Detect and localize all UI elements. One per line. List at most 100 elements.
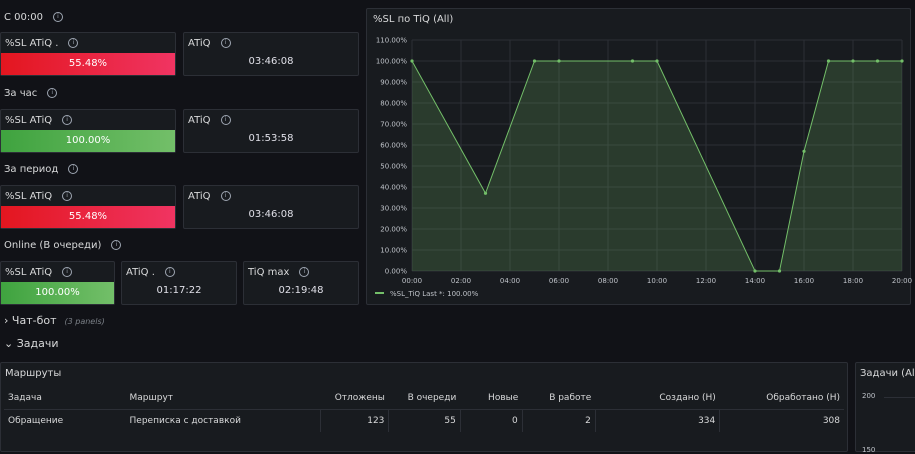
panel-title: %SL ATiQ i	[5, 267, 73, 278]
row-chatbot[interactable]: › Чат-бот (3 panels)	[4, 314, 105, 327]
stat-panel-sl-per-period: %SL ATiQ i 55.48%	[0, 185, 176, 229]
stat-panel-atiq-per-period: ATiQ i 03:46:08	[183, 185, 359, 229]
table-cell: 308	[822, 416, 840, 426]
panel-title: ATiQ i	[188, 38, 231, 49]
info-icon[interactable]: i	[62, 191, 73, 201]
stat-value: 03:46:08	[248, 56, 294, 67]
panel-title-text: ATiQ .	[126, 267, 155, 278]
stat-panel-sl-since-midnight: %SL ATiQ . i 55.48%	[0, 32, 176, 76]
panel-title-text: %SL ATiQ	[5, 191, 53, 202]
info-icon[interactable]: i	[220, 191, 231, 201]
x-tick-label: 06:00	[549, 277, 569, 285]
y-tick-label: 50.00%	[380, 163, 407, 171]
stat-panel-tiq-max-online: TiQ max i 02:19:48	[243, 261, 359, 305]
column-header[interactable]: Создано (Н)	[659, 393, 716, 403]
data-point	[483, 191, 488, 195]
grid-line	[884, 397, 915, 398]
x-tick-label: 14:00	[745, 277, 765, 285]
chevron-down-icon: ⌄	[4, 337, 14, 350]
info-icon[interactable]: i	[52, 12, 63, 22]
stat-value: 100.00%	[1, 282, 114, 304]
data-point	[655, 59, 659, 63]
info-icon[interactable]: i	[62, 115, 73, 125]
section-label: За час	[4, 88, 38, 99]
column-header[interactable]: Маршрут	[129, 393, 174, 403]
section-label: С 00:00	[4, 12, 43, 23]
data-point	[630, 59, 635, 63]
x-tick-label: 10:00	[647, 277, 667, 285]
legend-swatch	[375, 292, 384, 294]
info-icon[interactable]: i	[62, 267, 73, 277]
legend-label: %SL_TiQ Last *: 100.00%	[390, 290, 479, 298]
column-header[interactable]: Новые	[488, 393, 519, 403]
section-label: Online (В очереди)	[4, 240, 102, 251]
info-icon[interactable]: i	[299, 267, 310, 277]
chart-panel-title: %SL по TiQ (All)	[373, 14, 454, 25]
table-header-row: Задача Маршрут Отложены В очереди Новые …	[4, 387, 844, 410]
row-chatbot-label: Чат-бот	[11, 314, 57, 327]
y-tick-label: 80.00%	[380, 100, 407, 108]
x-tick-label: 08:00	[598, 277, 618, 285]
panel-title: ATiQ . i	[126, 267, 175, 278]
column-header[interactable]: Задача	[8, 393, 42, 403]
data-point	[532, 59, 537, 63]
section-online-title: Online (В очереди) i	[4, 240, 122, 251]
data-point	[875, 59, 880, 63]
x-tick-label: 18:00	[843, 277, 863, 285]
info-icon[interactable]: i	[164, 267, 175, 277]
info-icon[interactable]: i	[111, 240, 122, 250]
data-point	[557, 59, 561, 63]
data-point	[753, 269, 757, 273]
panel-title-text: %SL ATiQ	[5, 115, 53, 126]
y-tick-label: 30.00%	[380, 205, 407, 213]
info-icon[interactable]: i	[220, 115, 231, 125]
chart-panel: %SL по TiQ (All) 0.00% 10.00% 20.00% 30.00%…	[366, 8, 912, 305]
table-cell: Обращение	[8, 416, 64, 426]
info-icon[interactable]: i	[68, 38, 79, 48]
x-tick-label: 02:00	[451, 277, 471, 285]
routes-panel: Маршруты Задача Маршрут Отложены В очере…	[0, 362, 848, 452]
row-tasks[interactable]: ⌄ Задачи	[4, 337, 59, 350]
series-area	[412, 61, 902, 271]
y-tick-label: 70.00%	[380, 121, 407, 129]
x-tick-label: 12:00	[696, 277, 716, 285]
stat-value: 100.00%	[1, 130, 175, 152]
panel-title: ATiQ i	[188, 191, 231, 202]
table-cell: 0	[460, 409, 523, 432]
y-tick-label: 150	[862, 446, 876, 454]
routes-table: Задача Маршрут Отложены В очереди Новые …	[4, 387, 844, 432]
stat-panel-atiq-per-hour: ATiQ i 01:53:58	[183, 109, 359, 153]
x-tick-label: 00:00	[402, 277, 422, 285]
y-tick-label: 100.00%	[376, 58, 407, 66]
stat-value: 55.48%	[1, 53, 175, 75]
column-header[interactable]: Отложены	[334, 393, 385, 403]
column-header[interactable]: В очереди	[407, 393, 457, 403]
data-point	[410, 59, 414, 63]
table-cell: 123	[320, 409, 390, 432]
chevron-right-icon: ›	[4, 314, 9, 327]
y-tick-label: 110.00%	[376, 37, 407, 45]
info-icon[interactable]: i	[220, 38, 231, 48]
info-icon[interactable]: i	[68, 164, 79, 174]
stat-panel-atiq-online: ATiQ . i 01:17:22	[121, 261, 237, 305]
y-tick-label: 0.00%	[385, 268, 408, 276]
panel-title: ATiQ i	[188, 115, 231, 126]
x-tick-label: 20:00	[892, 277, 912, 285]
stat-panel-atiq-since-midnight: ATiQ i 03:46:08	[183, 32, 359, 76]
table-cell: 334	[595, 409, 721, 432]
stat-value: 55.48%	[1, 206, 175, 228]
section-since-midnight-title: С 00:00 i	[4, 12, 63, 23]
x-tick-label: 16:00	[794, 277, 814, 285]
table-row[interactable]: Обращение Переписка с доставкой 123 55 0…	[4, 409, 844, 432]
y-tick-label: 90.00%	[380, 79, 407, 87]
data-point	[802, 149, 806, 153]
y-tick-label: 20.00%	[380, 226, 407, 234]
column-header[interactable]: Обработано (Н)	[766, 393, 840, 403]
panel-title-text: ATiQ	[188, 191, 211, 202]
x-tick-label: 04:00	[500, 277, 520, 285]
panel-title: %SL ATiQ i	[5, 115, 73, 126]
info-icon[interactable]: i	[47, 88, 58, 98]
data-point	[900, 59, 904, 63]
column-header[interactable]: В работе	[549, 393, 592, 403]
data-point	[826, 59, 831, 63]
